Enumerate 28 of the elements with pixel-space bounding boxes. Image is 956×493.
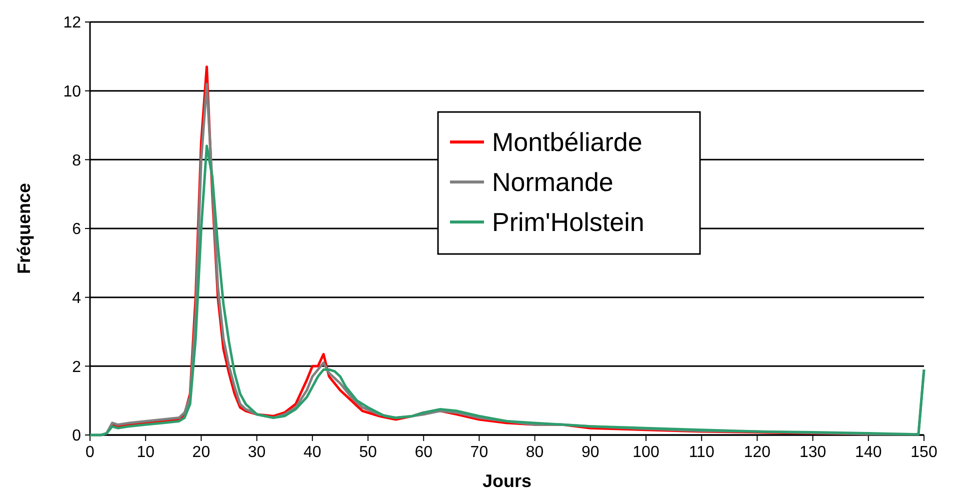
x-tick-label: 130	[799, 444, 826, 461]
x-tick-label: 50	[359, 444, 377, 461]
y-tick-label: 8	[72, 152, 82, 170]
legend-label: Normande	[492, 167, 614, 198]
y-tick-label: 2	[72, 358, 82, 376]
x-tick-label: 110	[688, 444, 714, 461]
x-tick-label: 90	[582, 444, 600, 461]
x-tick-label: 70	[470, 444, 488, 461]
x-tick-label: 140	[855, 444, 882, 461]
x-tick-label: 10	[136, 444, 155, 461]
x-tick-label: 30	[248, 444, 266, 461]
y-tick-label: 12	[63, 14, 82, 32]
y-tick-label: 6	[72, 221, 82, 238]
x-tick-label: 80	[526, 444, 544, 461]
x-tick-label: 100	[632, 444, 660, 461]
legend-label: Montbéliarde	[492, 127, 642, 158]
y-axis-title: Fréquence	[14, 182, 34, 274]
legend-label: Prim'Holstein	[492, 207, 644, 238]
x-tick-label: 40	[304, 444, 322, 461]
x-tick-label: 60	[414, 444, 433, 461]
x-tick-label: 150	[910, 444, 938, 461]
y-tick-label: 0	[72, 428, 82, 445]
y-tick-label: 10	[63, 83, 82, 100]
x-tick-label: 20	[192, 444, 210, 461]
x-tick-label: 0	[86, 444, 95, 461]
y-tick-label: 4	[72, 290, 82, 307]
x-axis-title: Jours	[482, 471, 532, 491]
x-tick-label: 120	[744, 444, 771, 461]
